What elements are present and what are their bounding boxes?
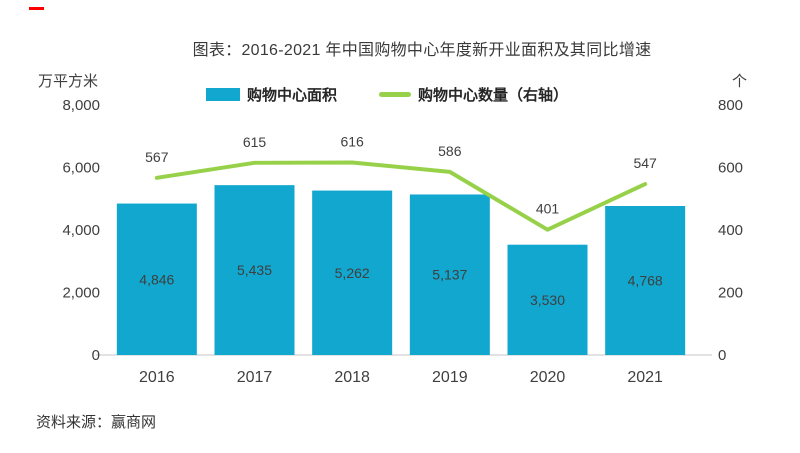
left-axis-tick: 0	[92, 347, 100, 364]
legend-item-count: 购物中心数量（右轴）	[379, 84, 568, 105]
line-value-label-2019: 586	[438, 143, 462, 159]
bar-value-label-2019: 5,137	[432, 267, 467, 283]
line-value-label-2016: 567	[145, 149, 169, 165]
left-axis-tick: 2,000	[62, 285, 100, 302]
left-axis-tick: 8,000	[62, 97, 100, 114]
bar-value-label-2020: 3,530	[530, 292, 565, 308]
line-series	[154, 160, 648, 232]
right-axis-tick: 0	[718, 347, 726, 364]
bar-2016	[116, 203, 197, 355]
left-axis-unit: 万平方米	[38, 73, 99, 90]
bar-2019	[409, 194, 490, 355]
left-axis-tick: 6,000	[62, 160, 100, 177]
right-axis-tick: 400	[718, 222, 743, 239]
left-axis-tick: 4,000	[62, 222, 100, 239]
bar-value-label-2021: 4,768	[628, 273, 663, 289]
legend-item-area: 购物中心面积	[205, 84, 337, 105]
x-axis-label-2018: 2018	[334, 369, 370, 386]
right-axis-unit: 个	[732, 73, 748, 90]
bar-2018	[312, 190, 393, 355]
bar-2021	[605, 206, 686, 355]
line-value-label-2020: 401	[536, 201, 560, 217]
legend-label-count: 购物中心数量（右轴）	[418, 87, 569, 104]
x-axis-label-2019: 2019	[432, 369, 468, 386]
x-axis-label-2016: 2016	[139, 369, 175, 386]
bar-value-label-2017: 5,435	[237, 262, 272, 278]
line-value-label-2021: 547	[633, 155, 657, 171]
bar-2017	[214, 185, 295, 355]
right-axis-tick: 200	[718, 285, 743, 302]
chart-title: 图表：2016-2021 年中国购物中心年度新开业面积及其同比增速	[192, 42, 652, 59]
x-axis-label-2021: 2021	[627, 369, 663, 386]
right-axis-tick: 800	[718, 97, 743, 114]
legend-label-area: 购物中心面积	[246, 87, 337, 104]
right-axis-tick: 600	[718, 160, 743, 177]
bar-2020	[507, 244, 588, 355]
chart-legend: 购物中心面积 购物中心数量（右轴）	[0, 84, 774, 105]
bar-value-label-2016: 4,846	[139, 271, 174, 287]
red-dash-mark	[29, 7, 44, 10]
line-series-swatch-icon	[379, 92, 411, 97]
x-axis-label-2017: 2017	[237, 369, 273, 386]
bar-series-swatch-icon	[205, 88, 240, 101]
line-value-label-2017: 615	[243, 134, 267, 150]
line-value-label-2018: 616	[340, 134, 364, 150]
x-axis-label-2020: 2020	[530, 369, 566, 386]
source-note: 资料来源：赢商网	[36, 414, 157, 431]
bar-value-label-2018: 5,262	[335, 265, 370, 281]
